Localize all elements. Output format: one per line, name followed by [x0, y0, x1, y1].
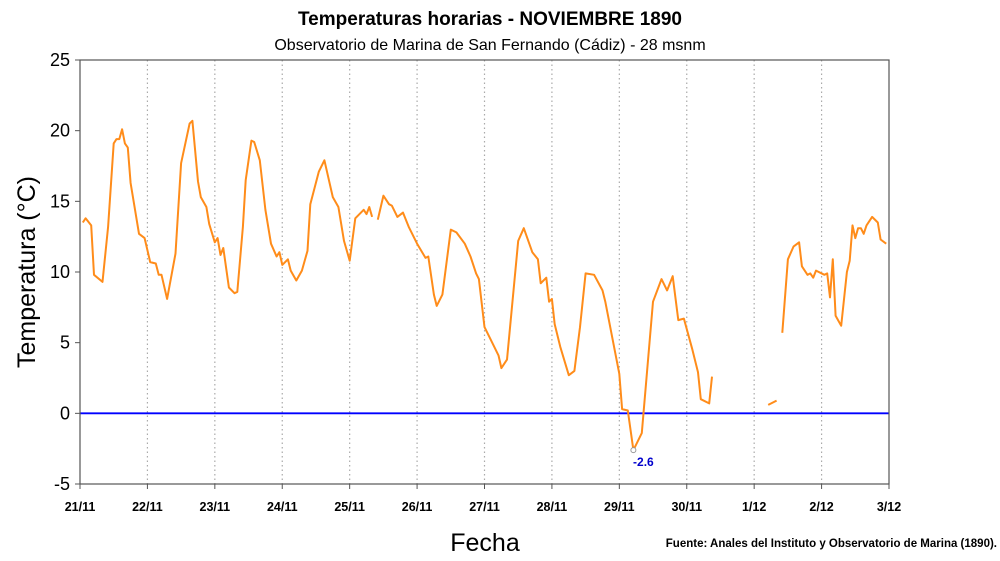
x-tick-label: 28/11	[537, 500, 568, 514]
chart-subtitle: Observatorio de Marina de San Fernando (…	[274, 37, 705, 54]
x-tick-label: 25/11	[334, 500, 365, 514]
plot-frame	[79, 59, 890, 485]
source-note: Fuente: Anales del Instituto y Observato…	[666, 538, 997, 550]
y-tick-label: 20	[50, 121, 70, 141]
y-tick-label: 5	[60, 333, 70, 353]
x-tick-label: 3/12	[877, 500, 901, 514]
x-tick-label: 30/11	[671, 500, 702, 514]
y-axis-ticks: -5 0 5 10 15 20 25	[50, 50, 80, 494]
chart-title: Temperaturas horarias - NOVIEMBRE 1890	[298, 9, 682, 30]
y-tick-label: -5	[54, 474, 70, 494]
x-tick-label: 26/11	[402, 500, 433, 514]
x-axis-label: Fecha	[450, 529, 520, 557]
y-tick-label: 25	[50, 50, 70, 70]
x-tick-label: 22/11	[132, 500, 163, 514]
x-tick-label: 23/11	[200, 500, 231, 514]
x-tick-label: 21/11	[65, 500, 96, 514]
x-axis-ticks: 21/11 22/11 23/11 24/11 25/11 26/11 27/11 28/11…	[65, 484, 901, 514]
x-tick-label: 1/12	[742, 500, 766, 514]
series-segment	[767, 399, 778, 406]
y-tick-label: 15	[50, 191, 70, 211]
series-segment	[81, 119, 374, 300]
y-tick-label: 10	[50, 262, 70, 282]
x-tick-label: 24/11	[267, 500, 298, 514]
y-axis-label: Temperatura (°C)	[13, 176, 41, 368]
x-tick-label: 27/11	[469, 500, 500, 514]
gridlines	[146, 60, 823, 484]
series-segment	[376, 194, 713, 452]
temperature-series	[81, 119, 887, 452]
series-segment	[781, 215, 887, 333]
min-marker	[630, 447, 637, 454]
y-tick-label: 0	[60, 403, 70, 423]
x-tick-label: 29/11	[604, 500, 635, 514]
min-annotation: -2.6	[633, 455, 654, 469]
x-tick-label: 2/12	[809, 500, 833, 514]
